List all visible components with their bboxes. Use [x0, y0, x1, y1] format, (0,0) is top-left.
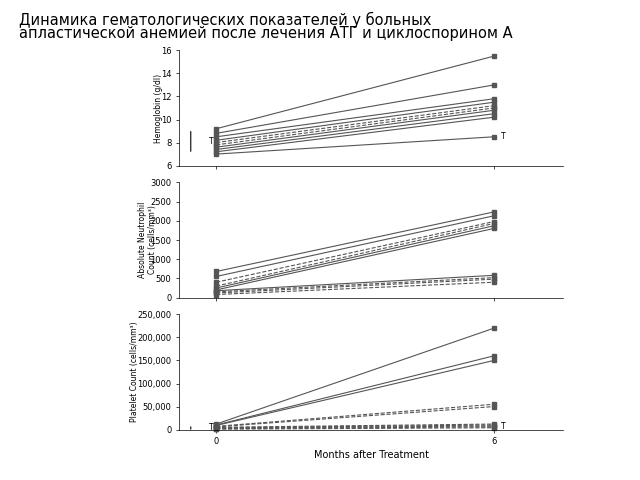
Text: T: T	[500, 132, 506, 141]
Y-axis label: Absolute Neutrophil
Count (cells/mm³): Absolute Neutrophil Count (cells/mm³)	[138, 202, 157, 278]
Text: Динамика гематологических показателей у больных: Динамика гематологических показателей у …	[19, 12, 431, 28]
X-axis label: Months after Treatment: Months after Treatment	[314, 450, 429, 460]
Text: апластической анемией после лечения АТГ и циклоспорином А: апластической анемией после лечения АТГ …	[19, 26, 513, 41]
Y-axis label: Platelet Count (cells/mm³): Platelet Count (cells/mm³)	[130, 322, 139, 422]
Text: T: T	[500, 422, 506, 432]
Text: T: T	[209, 137, 214, 146]
Text: T: T	[209, 422, 214, 432]
Y-axis label: Hemoglobin (g/dl): Hemoglobin (g/dl)	[154, 73, 163, 143]
